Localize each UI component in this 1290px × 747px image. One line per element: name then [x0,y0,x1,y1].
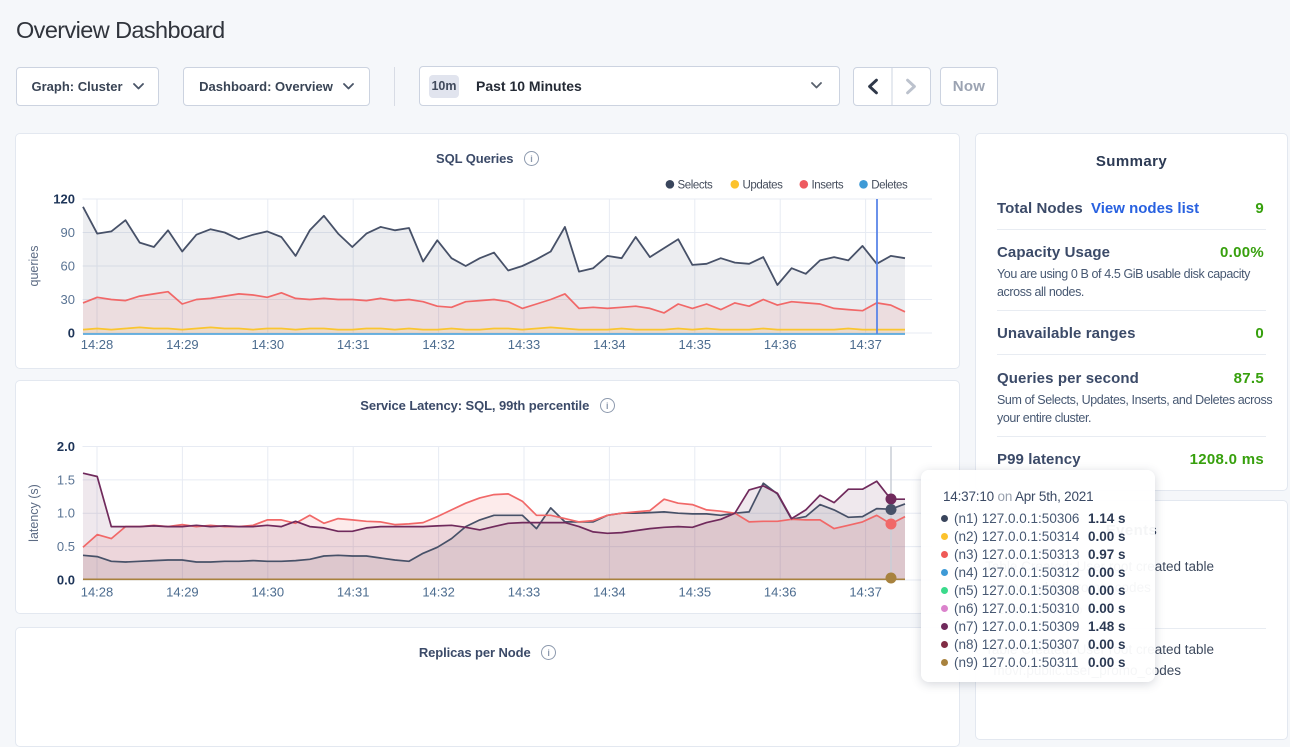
svg-text:14:35: 14:35 [679,585,712,600]
svg-text:2.0: 2.0 [57,439,75,454]
svg-text:queries: queries [27,246,41,287]
svg-text:Updates: Updates [743,180,784,192]
svg-text:60: 60 [61,259,75,274]
svg-text:14:33: 14:33 [508,585,541,600]
svg-text:14:30: 14:30 [252,337,285,352]
svg-text:120: 120 [53,192,75,207]
svg-text:14:30: 14:30 [252,585,285,600]
svg-text:14:37: 14:37 [849,337,882,352]
svg-text:14:36: 14:36 [764,337,797,352]
svg-text:14:33: 14:33 [508,337,541,352]
svg-text:0: 0 [68,326,75,341]
svg-text:Deletes: Deletes [871,180,908,192]
svg-text:1.0: 1.0 [57,506,75,521]
svg-text:latency (s): latency (s) [27,484,41,542]
svg-text:14:31: 14:31 [337,337,370,352]
svg-text:14:35: 14:35 [679,337,712,352]
svg-text:14:32: 14:32 [422,585,455,600]
svg-text:14:31: 14:31 [337,585,370,600]
svg-text:30: 30 [61,292,75,307]
svg-text:14:32: 14:32 [422,337,455,352]
svg-text:14:29: 14:29 [166,585,199,600]
svg-text:0.5: 0.5 [57,539,75,554]
svg-text:1.5: 1.5 [57,472,75,487]
svg-text:14:28: 14:28 [81,337,114,352]
svg-text:90: 90 [61,225,75,240]
svg-text:14:37: 14:37 [849,585,882,600]
svg-text:Selects: Selects [678,180,714,192]
svg-text:0.0: 0.0 [57,573,75,588]
svg-text:14:29: 14:29 [166,337,199,352]
svg-text:14:34: 14:34 [593,585,626,600]
svg-text:14:28: 14:28 [81,585,114,600]
svg-text:Inserts: Inserts [812,180,844,192]
svg-text:14:36: 14:36 [764,585,797,600]
svg-text:14:34: 14:34 [593,337,626,352]
